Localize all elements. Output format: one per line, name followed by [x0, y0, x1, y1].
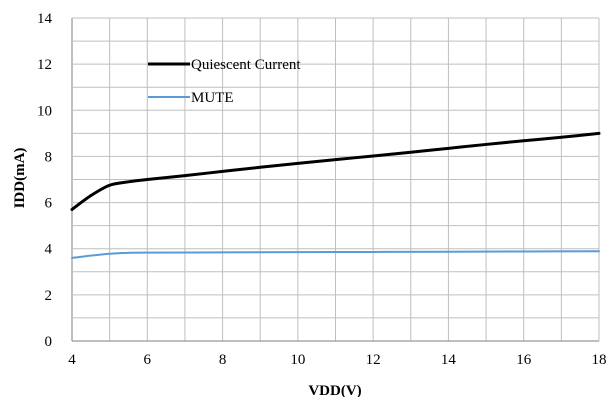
y-tick-label: 0 [45, 334, 53, 350]
y-axis-title: IDD(mA) [12, 148, 28, 209]
x-tick-label: 4 [68, 352, 76, 368]
x-tick-label: 12 [366, 352, 381, 368]
y-tick-label: 8 [45, 149, 53, 165]
series-line-quiescent-current [70, 131, 601, 211]
x-tick-label: 18 [592, 352, 607, 368]
grid-lines [71, 17, 600, 342]
y-tick-label: 6 [45, 196, 53, 212]
legend-label-quiescent-current: Quiescent Current [191, 57, 301, 73]
x-axis-title: VDD(V) [308, 383, 361, 397]
x-tick-label: 14 [441, 352, 457, 368]
x-tick-label: 6 [144, 352, 152, 368]
legend-label-mute: MUTE [191, 90, 234, 106]
y-tick-label: 10 [37, 103, 52, 119]
series-line-mute [71, 250, 600, 259]
tick-labels: 4 6 8 10 12 14 16 18 0 2 4 6 8 10 12 14 [37, 11, 607, 368]
y-tick-label: 14 [37, 11, 53, 27]
y-tick-label: 2 [45, 288, 53, 304]
x-tick-label: 16 [516, 352, 532, 368]
x-tick-label: 10 [290, 352, 305, 368]
y-tick-label: 4 [45, 242, 53, 258]
y-tick-label: 12 [37, 57, 52, 73]
legend: Quiescent Current MUTE [148, 57, 301, 106]
x-tick-label: 8 [219, 352, 227, 368]
series-lines [70, 131, 601, 259]
